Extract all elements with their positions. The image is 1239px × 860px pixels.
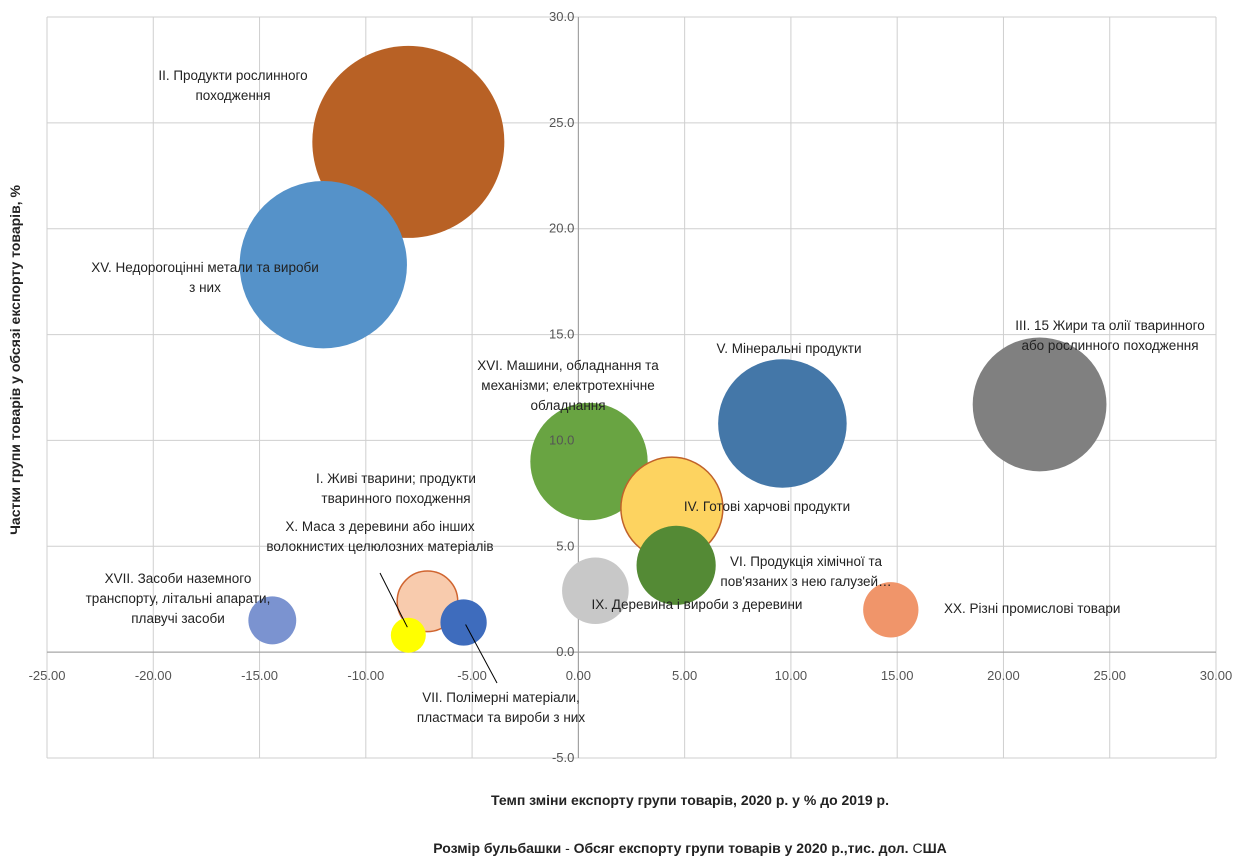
bubble-9	[390, 617, 426, 653]
data-label: V. Мінеральні продукти	[716, 341, 861, 356]
y-tick-label: 5.0	[556, 538, 574, 553]
leader-lines	[379, 572, 498, 684]
y-tick-label: 15.0	[549, 327, 574, 342]
y-tick-label: 20.0	[549, 221, 574, 236]
y-tick-label: -5.0	[552, 750, 574, 765]
bubble-4	[530, 402, 648, 521]
data-label: III. 15 Жири та олії тваринного або росли…	[1015, 318, 1205, 353]
y-tick-labels: -5.0 0.0 5.0 10.0 15.0 20.0 25.0 30.0	[549, 9, 574, 765]
y-axis-title: Частки групи товарів у обсязі експорту т…	[7, 185, 23, 535]
x-tick-label: 5.00	[672, 668, 697, 683]
x-tick-label: -25.00	[29, 668, 66, 683]
bubble-12	[863, 582, 919, 638]
data-label: I. Живі тварини; продукти тваринного похо…	[316, 471, 476, 506]
y-tick-label: 10.0	[549, 432, 574, 447]
bubbles	[239, 45, 1107, 653]
x-tick-label: 0.00	[566, 668, 591, 683]
x-tick-label: 20.00	[987, 668, 1020, 683]
bubble-3	[718, 359, 847, 488]
x-tick-label: -15.00	[241, 668, 278, 683]
bubble-7	[562, 557, 629, 625]
y-tick-label: 0.0	[556, 644, 574, 659]
data-label: IV. Готові харчові продукти	[684, 499, 850, 514]
grid	[46, 16, 1217, 759]
data-label: XVI. Машини, обладнання та механізми; еле…	[477, 358, 659, 413]
x-tick-label: 10.00	[775, 668, 808, 683]
bubble-2	[972, 337, 1107, 472]
x-tick-label: -20.00	[135, 668, 172, 683]
data-label: XVII. Засоби наземного транспорту, літаль…	[86, 571, 271, 626]
bubble-1	[239, 181, 407, 349]
bubble-size-note: Розмір бульбашки - Обсяг експорту групи …	[433, 840, 947, 856]
leader-line-vii	[465, 624, 498, 684]
x-tick-label: 25.00	[1093, 668, 1126, 683]
leader-line-x	[379, 572, 408, 628]
data-label: XV. Недорогоцінні метали та вироби з них	[91, 260, 319, 295]
data-label: VI. Продукція хімічної та пов'язаних з не…	[720, 554, 891, 589]
bubble-10	[440, 599, 487, 646]
x-tick-label: -5.00	[457, 668, 487, 683]
x-tick-label: 30.00	[1200, 668, 1233, 683]
x-tick-labels: -25.00 -20.00 -15.00 -10.00 -5.00 0.00 5.00 10.…	[29, 668, 1233, 683]
data-labels: II. Продукти рослинного походження XV. Нед…	[86, 68, 1205, 725]
y-tick-label: 30.0	[549, 9, 574, 24]
data-label: XX. Різні промислові товари	[944, 601, 1120, 616]
x-axis-title: Темп зміни експорту групи товарів, 2020 …	[491, 792, 889, 808]
bubble-6	[636, 525, 716, 605]
data-label: II. Продукти рослинного походження	[158, 68, 307, 103]
x-tick-label: -10.00	[347, 668, 384, 683]
data-label: X. Маса з деревини або інших волокнистих …	[266, 519, 493, 554]
data-label: IX. Деревина і вироби з деревини	[592, 597, 803, 612]
data-label: VII. Полімерні матеріали, пластмаси та ви…	[417, 690, 585, 725]
y-tick-label: 25.0	[549, 115, 574, 130]
bubble-11	[248, 596, 297, 645]
x-tick-label: 15.00	[881, 668, 914, 683]
